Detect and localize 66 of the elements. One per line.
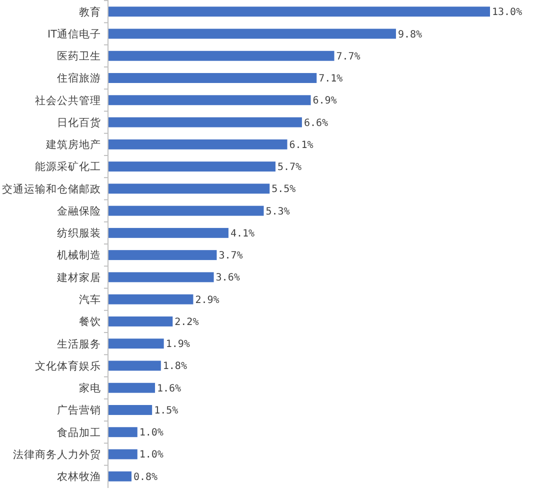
bar — [108, 471, 132, 482]
y-tick-label: 金融保险 — [57, 205, 101, 218]
bar — [108, 28, 396, 39]
y-tick-label: 住宿旅游 — [57, 72, 101, 85]
y-tick-label: 法律商务人力外贸 — [13, 448, 101, 461]
y-tick-label: 家电 — [79, 382, 101, 395]
y-tick-label: 社会公共管理 — [35, 94, 101, 107]
data-label: 5.5% — [272, 184, 296, 196]
bar — [108, 360, 161, 371]
data-label: 1.5% — [154, 405, 178, 416]
data-label: 7.7% — [336, 51, 360, 62]
data-label: 2.2% — [174, 316, 199, 328]
data-label: 6.6% — [304, 118, 328, 129]
y-tick-label: 汽车 — [79, 293, 101, 306]
bar — [108, 382, 156, 393]
y-tick-label: 能源采矿化工 — [35, 160, 101, 174]
y-tick-label: 建筑房地产 — [45, 138, 101, 152]
y-tick-label: 纺织服装 — [57, 226, 101, 240]
data-label: 1.6% — [157, 383, 182, 394]
bar — [108, 427, 138, 438]
data-label: 1.9% — [166, 339, 190, 350]
y-tick-label: 生活服务 — [57, 337, 101, 350]
data-label: 2.9% — [195, 294, 220, 306]
bar — [108, 405, 152, 415]
bar — [108, 139, 288, 150]
bar — [108, 250, 217, 260]
bar — [108, 206, 264, 216]
data-label: 7.1% — [318, 74, 343, 85]
data-label: 5.3% — [266, 206, 290, 218]
y-tick-label: 食品加工 — [57, 426, 101, 439]
y-tick-label: 机械制造 — [57, 248, 101, 262]
y-tick-label: 餐饮 — [79, 316, 101, 328]
data-label: 13.0% — [492, 7, 522, 18]
data-label: 4.1% — [230, 228, 255, 240]
bar — [108, 162, 276, 172]
data-label: 5.7% — [277, 162, 302, 174]
bar — [108, 316, 173, 326]
bar — [108, 228, 228, 238]
data-label: 1.8% — [162, 361, 187, 372]
bar — [108, 449, 138, 460]
bar — [108, 73, 317, 83]
bar — [108, 6, 490, 17]
data-label: 1.0% — [139, 450, 164, 461]
bar — [108, 117, 302, 128]
bar — [108, 338, 164, 349]
bar — [108, 272, 214, 282]
data-label: 6.1% — [289, 140, 314, 151]
y-tick-label: 日化百货 — [57, 116, 101, 129]
data-label: 3.7% — [218, 250, 243, 262]
y-tick-label: 建材家居 — [56, 270, 101, 284]
y-tick-label: 文化体育娱乐 — [35, 359, 101, 372]
data-label: 3.6% — [216, 272, 240, 284]
data-label: 9.8% — [398, 29, 422, 40]
data-label: 6.9% — [312, 96, 337, 107]
data-label: 0.8% — [134, 472, 158, 483]
y-tick-label: 广告营销 — [57, 404, 101, 417]
y-tick-label: 交通运输和仓储邮政 — [2, 182, 101, 196]
y-tick-label: 教育 — [79, 5, 101, 18]
bar — [108, 294, 194, 304]
bar — [108, 95, 311, 106]
y-tick-label: IT通信电子 — [47, 27, 101, 40]
bar — [108, 50, 334, 61]
y-tick-label: 农林牧渔 — [57, 470, 101, 484]
bar — [108, 184, 270, 194]
y-tick-label: 医药卫生 — [57, 50, 101, 63]
data-label: 1.0% — [139, 428, 164, 439]
